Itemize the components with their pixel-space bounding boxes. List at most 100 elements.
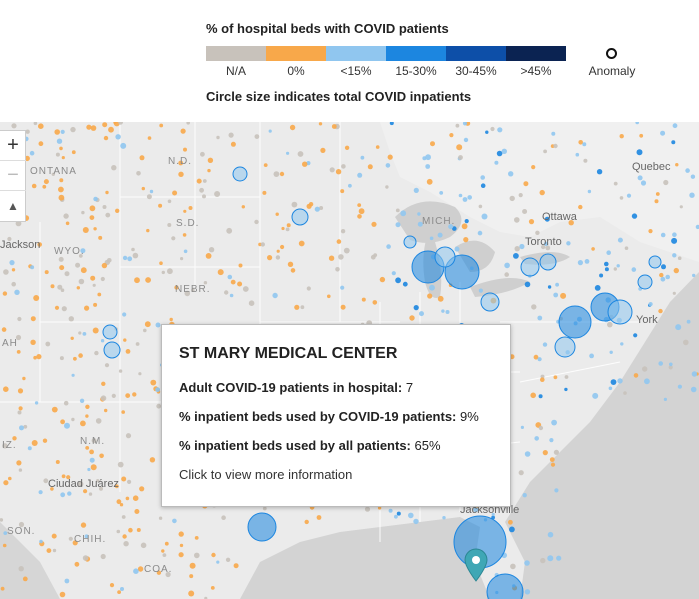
- hospital-marker[interactable]: [596, 169, 603, 175]
- hospital-marker[interactable]: [8, 476, 12, 481]
- hospital-marker[interactable]: [673, 267, 679, 274]
- hospital-marker[interactable]: [637, 175, 643, 181]
- hospital-marker[interactable]: [578, 204, 583, 210]
- hospital-marker[interactable]: [280, 244, 285, 250]
- hospital-marker[interactable]: [496, 150, 503, 157]
- hospital-marker[interactable]: [167, 268, 173, 275]
- hospital-marker[interactable]: [80, 267, 87, 274]
- hospital-marker[interactable]: [113, 122, 120, 127]
- hospital-marker[interactable]: [82, 227, 89, 233]
- hospital-marker[interactable]: [100, 395, 107, 402]
- hospital-marker[interactable]: [504, 272, 510, 277]
- hospital-marker[interactable]: [441, 309, 445, 313]
- hospital-marker[interactable]: [156, 570, 162, 575]
- compass-icon[interactable]: ▲: [7, 199, 19, 213]
- hospital-marker[interactable]: [84, 305, 90, 311]
- hospital-marker[interactable]: [660, 232, 666, 238]
- hospital-marker[interactable]: [162, 553, 167, 557]
- hospital-marker[interactable]: [100, 339, 105, 343]
- hospital-marker[interactable]: [159, 123, 164, 128]
- hospital-marker[interactable]: [33, 122, 38, 126]
- hospital-marker[interactable]: [186, 122, 190, 125]
- hospital-marker[interactable]: [480, 183, 486, 188]
- hospital-marker[interactable]: [99, 453, 104, 459]
- hospital-marker[interactable]: [360, 155, 365, 160]
- hospital-marker[interactable]: [658, 361, 663, 366]
- hospital-marker[interactable]: [298, 240, 305, 247]
- hospital-marker[interactable]: [490, 126, 495, 132]
- hospital-marker[interactable]: [389, 122, 394, 126]
- hospital-marker[interactable]: [462, 197, 468, 202]
- hospital-marker[interactable]: [125, 349, 131, 354]
- hospital-marker[interactable]: [427, 293, 433, 299]
- hospital-marker[interactable]: [564, 375, 569, 379]
- hospital-marker[interactable]: [188, 206, 193, 210]
- hospital-marker[interactable]: [93, 227, 97, 231]
- hospital-marker[interactable]: [125, 393, 131, 398]
- hospital-marker[interactable]: [429, 284, 435, 291]
- hospital-marker[interactable]: [275, 255, 281, 260]
- hospital-marker[interactable]: [402, 281, 408, 287]
- hospital-marker[interactable]: [65, 221, 70, 226]
- hospital-marker[interactable]: [554, 336, 576, 358]
- hospital-marker[interactable]: [604, 267, 609, 272]
- hospital-marker[interactable]: [290, 268, 296, 273]
- hospital-marker[interactable]: [80, 248, 86, 254]
- hospital-marker[interactable]: [452, 226, 457, 231]
- hospital-marker[interactable]: [394, 514, 398, 519]
- hospital-marker[interactable]: [619, 196, 624, 200]
- hospital-marker[interactable]: [103, 135, 109, 141]
- hospital-marker[interactable]: [357, 214, 362, 219]
- hospital-marker[interactable]: [38, 141, 44, 147]
- hospital-marker[interactable]: [59, 356, 64, 361]
- hospital-marker[interactable]: [617, 378, 623, 384]
- hospital-marker[interactable]: [68, 316, 75, 322]
- hospital-marker[interactable]: [607, 321, 613, 328]
- hospital-marker[interactable]: [519, 243, 525, 250]
- hospital-marker[interactable]: [413, 305, 419, 311]
- hospital-marker[interactable]: [37, 242, 42, 247]
- hospital-marker[interactable]: [180, 128, 186, 134]
- hospital-marker[interactable]: [683, 339, 689, 346]
- hospital-marker[interactable]: [437, 232, 443, 238]
- hospital-marker[interactable]: [207, 157, 214, 163]
- hospital-marker[interactable]: [229, 293, 234, 298]
- hospital-marker[interactable]: [275, 212, 279, 216]
- hospital-marker[interactable]: [665, 274, 670, 280]
- hospital-marker[interactable]: [327, 294, 331, 299]
- hospital-marker[interactable]: [375, 145, 380, 149]
- hospital-marker[interactable]: [97, 292, 102, 297]
- hospital-marker[interactable]: [478, 288, 483, 293]
- hospital-marker[interactable]: [205, 253, 212, 259]
- hospital-marker[interactable]: [537, 357, 542, 362]
- hospital-marker[interactable]: [624, 246, 629, 250]
- hospital-marker[interactable]: [210, 586, 215, 590]
- hospital-marker[interactable]: [11, 268, 16, 272]
- hospital-marker[interactable]: [300, 305, 305, 310]
- hospital-marker[interactable]: [132, 252, 139, 259]
- hospital-marker[interactable]: [64, 271, 70, 277]
- hospital-marker[interactable]: [167, 199, 172, 204]
- hospital-marker[interactable]: [395, 277, 401, 284]
- hospital-marker[interactable]: [59, 178, 64, 183]
- hospital-marker[interactable]: [25, 129, 30, 134]
- hospital-marker[interactable]: [172, 190, 178, 196]
- hospital-marker[interactable]: [524, 281, 531, 288]
- hospital-marker[interactable]: [318, 122, 323, 126]
- hospital-marker[interactable]: [128, 527, 133, 533]
- hospital-marker[interactable]: [217, 269, 224, 276]
- hospital-marker[interactable]: [609, 350, 613, 354]
- hospital-marker[interactable]: [514, 217, 520, 223]
- hospital-marker[interactable]: [30, 316, 36, 322]
- hospital-marker[interactable]: [335, 169, 342, 175]
- hospital-marker[interactable]: [478, 204, 483, 209]
- hospital-marker[interactable]: [547, 285, 552, 289]
- hospital-marker[interactable]: [379, 276, 386, 283]
- hospital-marker[interactable]: [61, 156, 65, 160]
- hospital-marker[interactable]: [191, 288, 195, 292]
- hospital-marker[interactable]: [531, 304, 537, 310]
- hospital-marker[interactable]: [564, 387, 568, 392]
- hospital-marker[interactable]: [454, 246, 460, 252]
- hospital-marker[interactable]: [3, 531, 8, 535]
- hospital-marker[interactable]: [59, 265, 65, 271]
